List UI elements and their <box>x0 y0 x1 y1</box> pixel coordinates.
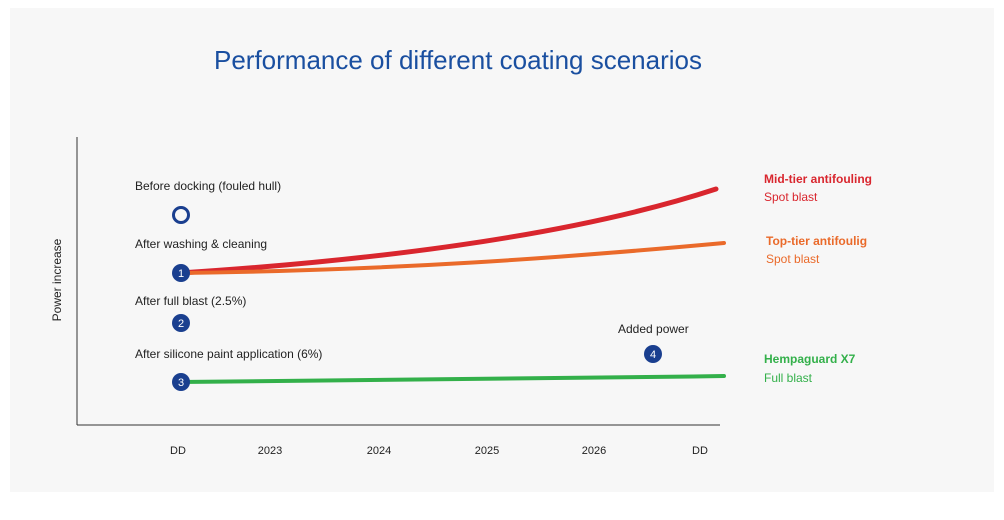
x-label: DD <box>692 445 708 457</box>
open-marker <box>172 206 190 224</box>
legend-name: Hempaguard X7 <box>764 352 856 366</box>
marker-label: 2 <box>178 318 184 330</box>
legend-name: Top-tier antifoulig <box>766 234 867 248</box>
marker-label: 1 <box>178 268 184 280</box>
marker: 3 <box>172 373 190 391</box>
legend-detail: Spot blast <box>766 252 820 266</box>
legend-name: Mid-tier antifouling <box>764 172 872 186</box>
title: Performance of different coating scenari… <box>214 45 702 75</box>
annotation: After silicone paint application (6%) <box>135 347 322 361</box>
marker-label: 4 <box>650 349 656 361</box>
annotation: After washing & cleaning <box>135 237 267 251</box>
marker: 2 <box>172 314 190 332</box>
x-label: 2023 <box>258 445 282 457</box>
mid-tier-curve <box>177 186 719 276</box>
background <box>10 8 994 492</box>
marker: 1 <box>172 264 190 282</box>
legend-detail: Full blast <box>764 371 813 385</box>
x-label: DD <box>170 445 186 457</box>
annotation: After full blast (2.5%) <box>135 294 246 308</box>
x-label: 2025 <box>475 445 499 457</box>
marker-label: 3 <box>178 377 184 389</box>
x-label: 2026 <box>582 445 606 457</box>
annotation: Added power <box>618 322 689 336</box>
top-tier-curve <box>178 241 726 275</box>
x-label: 2024 <box>367 445 391 457</box>
marker: 4 <box>644 345 662 363</box>
y-axis-label: Power increase <box>50 238 64 321</box>
hempaguard-curve <box>178 374 726 384</box>
legend-detail: Spot blast <box>764 190 818 204</box>
annotation: Before docking (fouled hull) <box>135 179 281 193</box>
